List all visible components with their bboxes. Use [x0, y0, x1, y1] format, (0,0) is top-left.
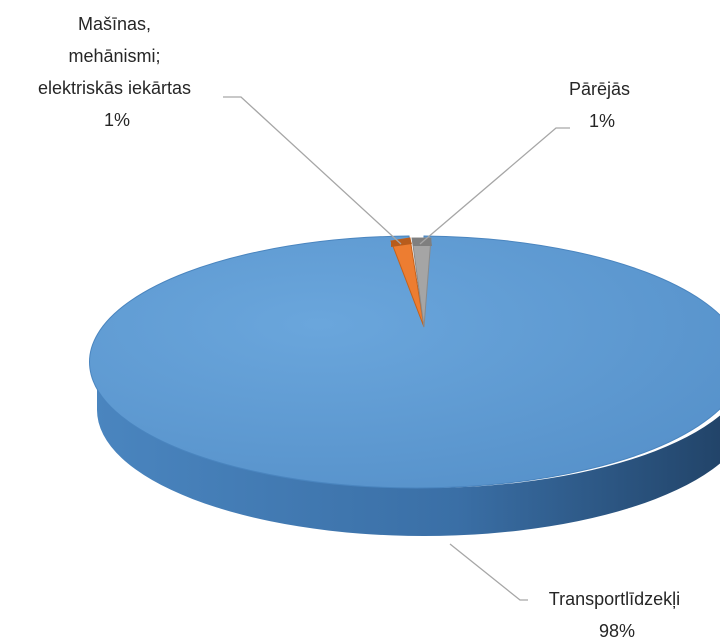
label-transportlidzekli: Transportlīdzekļi 98%: [549, 589, 685, 641]
label-masinas-percent: 1%: [104, 110, 130, 130]
label-masinas-line-2: mehānismi;: [68, 46, 160, 66]
slice-transportlidzekli: [89, 235, 720, 489]
label-transportlidzekli-percent: 98%: [599, 621, 635, 641]
leader-line-transportlidzekli: [449, 543, 528, 601]
label-parejas: Pārējās 1%: [569, 79, 635, 131]
label-masinas-line-1: Mašīnas,: [78, 14, 151, 34]
label-masinas-line-3: elektriskās iekārtas: [38, 78, 191, 98]
label-parejas-percent: 1%: [589, 111, 615, 131]
label-parejas-line-1: Pārējās: [569, 79, 630, 99]
slice-transportlidzekli-side: [97, 362, 720, 536]
label-transportlidzekli-line-1: Transportlīdzekļi: [549, 589, 680, 609]
label-masinas: Mašīnas, mehānismi; elektriskās iekārtas…: [38, 14, 196, 130]
leader-line-parejas: [419, 127, 570, 245]
leader-line-masinas: [223, 96, 402, 245]
